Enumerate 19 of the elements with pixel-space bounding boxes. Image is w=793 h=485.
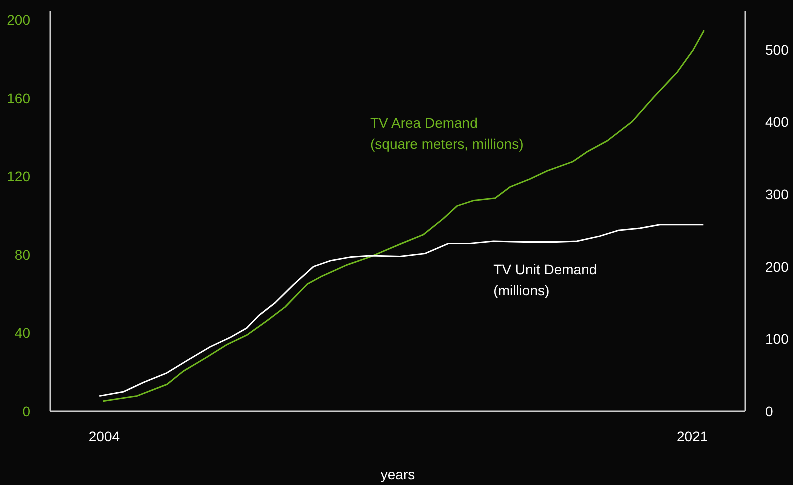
y2-tick-label: 300 (766, 186, 790, 202)
y-tick-label: 40 (14, 325, 31, 342)
y2-tick-label: 200 (766, 258, 790, 275)
x-tick-label: 2021 (677, 428, 708, 444)
x-tick-label: 2004 (88, 428, 120, 444)
y2-tick-label: 0 (766, 404, 774, 420)
y-tick-label: 120 (7, 168, 31, 185)
line-series (98, 224, 704, 398)
series-label: TV Area Demand (square meters, millions) (370, 115, 524, 152)
x-axis-title: years (380, 466, 416, 482)
y-tick-label: 160 (7, 90, 31, 106)
y2-tick-label: 400 (766, 114, 790, 130)
y-tick-label: 80 (14, 246, 31, 263)
series-label: TV Unit Demand (millions) (494, 262, 598, 298)
y2-tick-label: 500 (766, 42, 790, 58)
line-series (102, 30, 706, 402)
y2-tick-label: 100 (766, 331, 790, 348)
y-tick-label: 200 (7, 12, 31, 28)
y-tick-label: 0 (22, 404, 31, 420)
